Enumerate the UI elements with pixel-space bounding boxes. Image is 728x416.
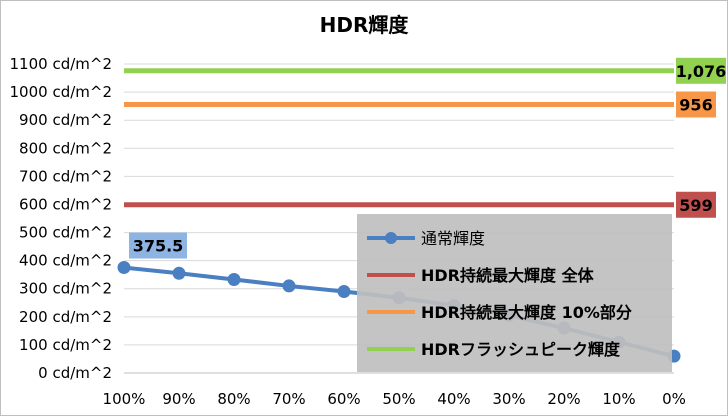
reference-line-label: 599: [679, 196, 712, 215]
data-label-box: [129, 232, 187, 259]
x-tick-label: 30%: [492, 390, 525, 408]
data-point: [172, 266, 186, 280]
data-label: 375.5: [133, 237, 184, 256]
data-point: [227, 272, 241, 286]
y-tick-label: 0 cd/m^2: [38, 364, 112, 382]
data-point: [282, 279, 296, 293]
legend-swatch-marker: [385, 232, 397, 244]
x-axis: 100% 90% 80% 70% 60% 50% 40% 30% 20% 10% 0%: [103, 372, 686, 408]
y-tick-label: 100 cd/m^2: [19, 336, 112, 354]
reference-label-box: [676, 57, 726, 84]
reference-lines: [124, 68, 674, 208]
x-tick-label: 70%: [272, 390, 305, 408]
y-tick-label: 200 cd/m^2: [19, 308, 112, 326]
legend-entry: HDR持続最大輝度 全体: [421, 266, 595, 285]
reference-line-label: 1,076: [676, 62, 727, 81]
legend-entry: HDRフラッシュピーク輝度: [421, 340, 621, 359]
legend-entry: 通常輝度: [421, 229, 485, 248]
y-tick-label: 600 cd/m^2: [19, 195, 112, 213]
chart-title: HDR輝度: [320, 13, 410, 37]
x-tick-label: 90%: [162, 390, 195, 408]
y-tick-label: 800 cd/m^2: [19, 139, 112, 157]
reference-line-label: 956: [679, 95, 712, 114]
legend-box: [357, 214, 672, 372]
y-tick-label: 900 cd/m^2: [19, 111, 112, 129]
y-axis: 0 cd/m^2 100 cd/m^2 200 cd/m^2 300 cd/m^2 40…: [10, 55, 113, 382]
y-tick-label: 700 cd/m^2: [19, 167, 112, 185]
reference-line-labels: 599 956 1,076: [676, 57, 727, 218]
reference-label-box: [676, 191, 716, 218]
legend-entry: HDR持続最大輝度 10%部分: [421, 303, 632, 322]
reference-label-box: [676, 91, 716, 118]
x-tick-label: 60%: [327, 390, 360, 408]
data-point: [117, 261, 131, 275]
y-tick-label: 500 cd/m^2: [19, 224, 112, 242]
legend: 通常輝度 HDR持続最大輝度 全体 HDR持続最大輝度 10%部分 HDRフラッシュピ…: [357, 214, 672, 372]
x-tick-label: 0%: [662, 390, 686, 408]
x-tick-label: 40%: [437, 390, 470, 408]
x-tick-label: 100%: [103, 390, 146, 408]
y-tick-label: 300 cd/m^2: [19, 280, 112, 298]
y-tick-label: 1100 cd/m^2: [10, 55, 113, 73]
y-tick-label: 1000 cd/m^2: [10, 83, 113, 101]
data-point: [337, 285, 351, 299]
x-tick-label: 50%: [382, 390, 415, 408]
y-tick-label: 400 cd/m^2: [19, 252, 112, 270]
x-tick-label: 10%: [602, 390, 635, 408]
x-tick-label: 20%: [547, 390, 580, 408]
x-tick-label: 80%: [217, 390, 250, 408]
